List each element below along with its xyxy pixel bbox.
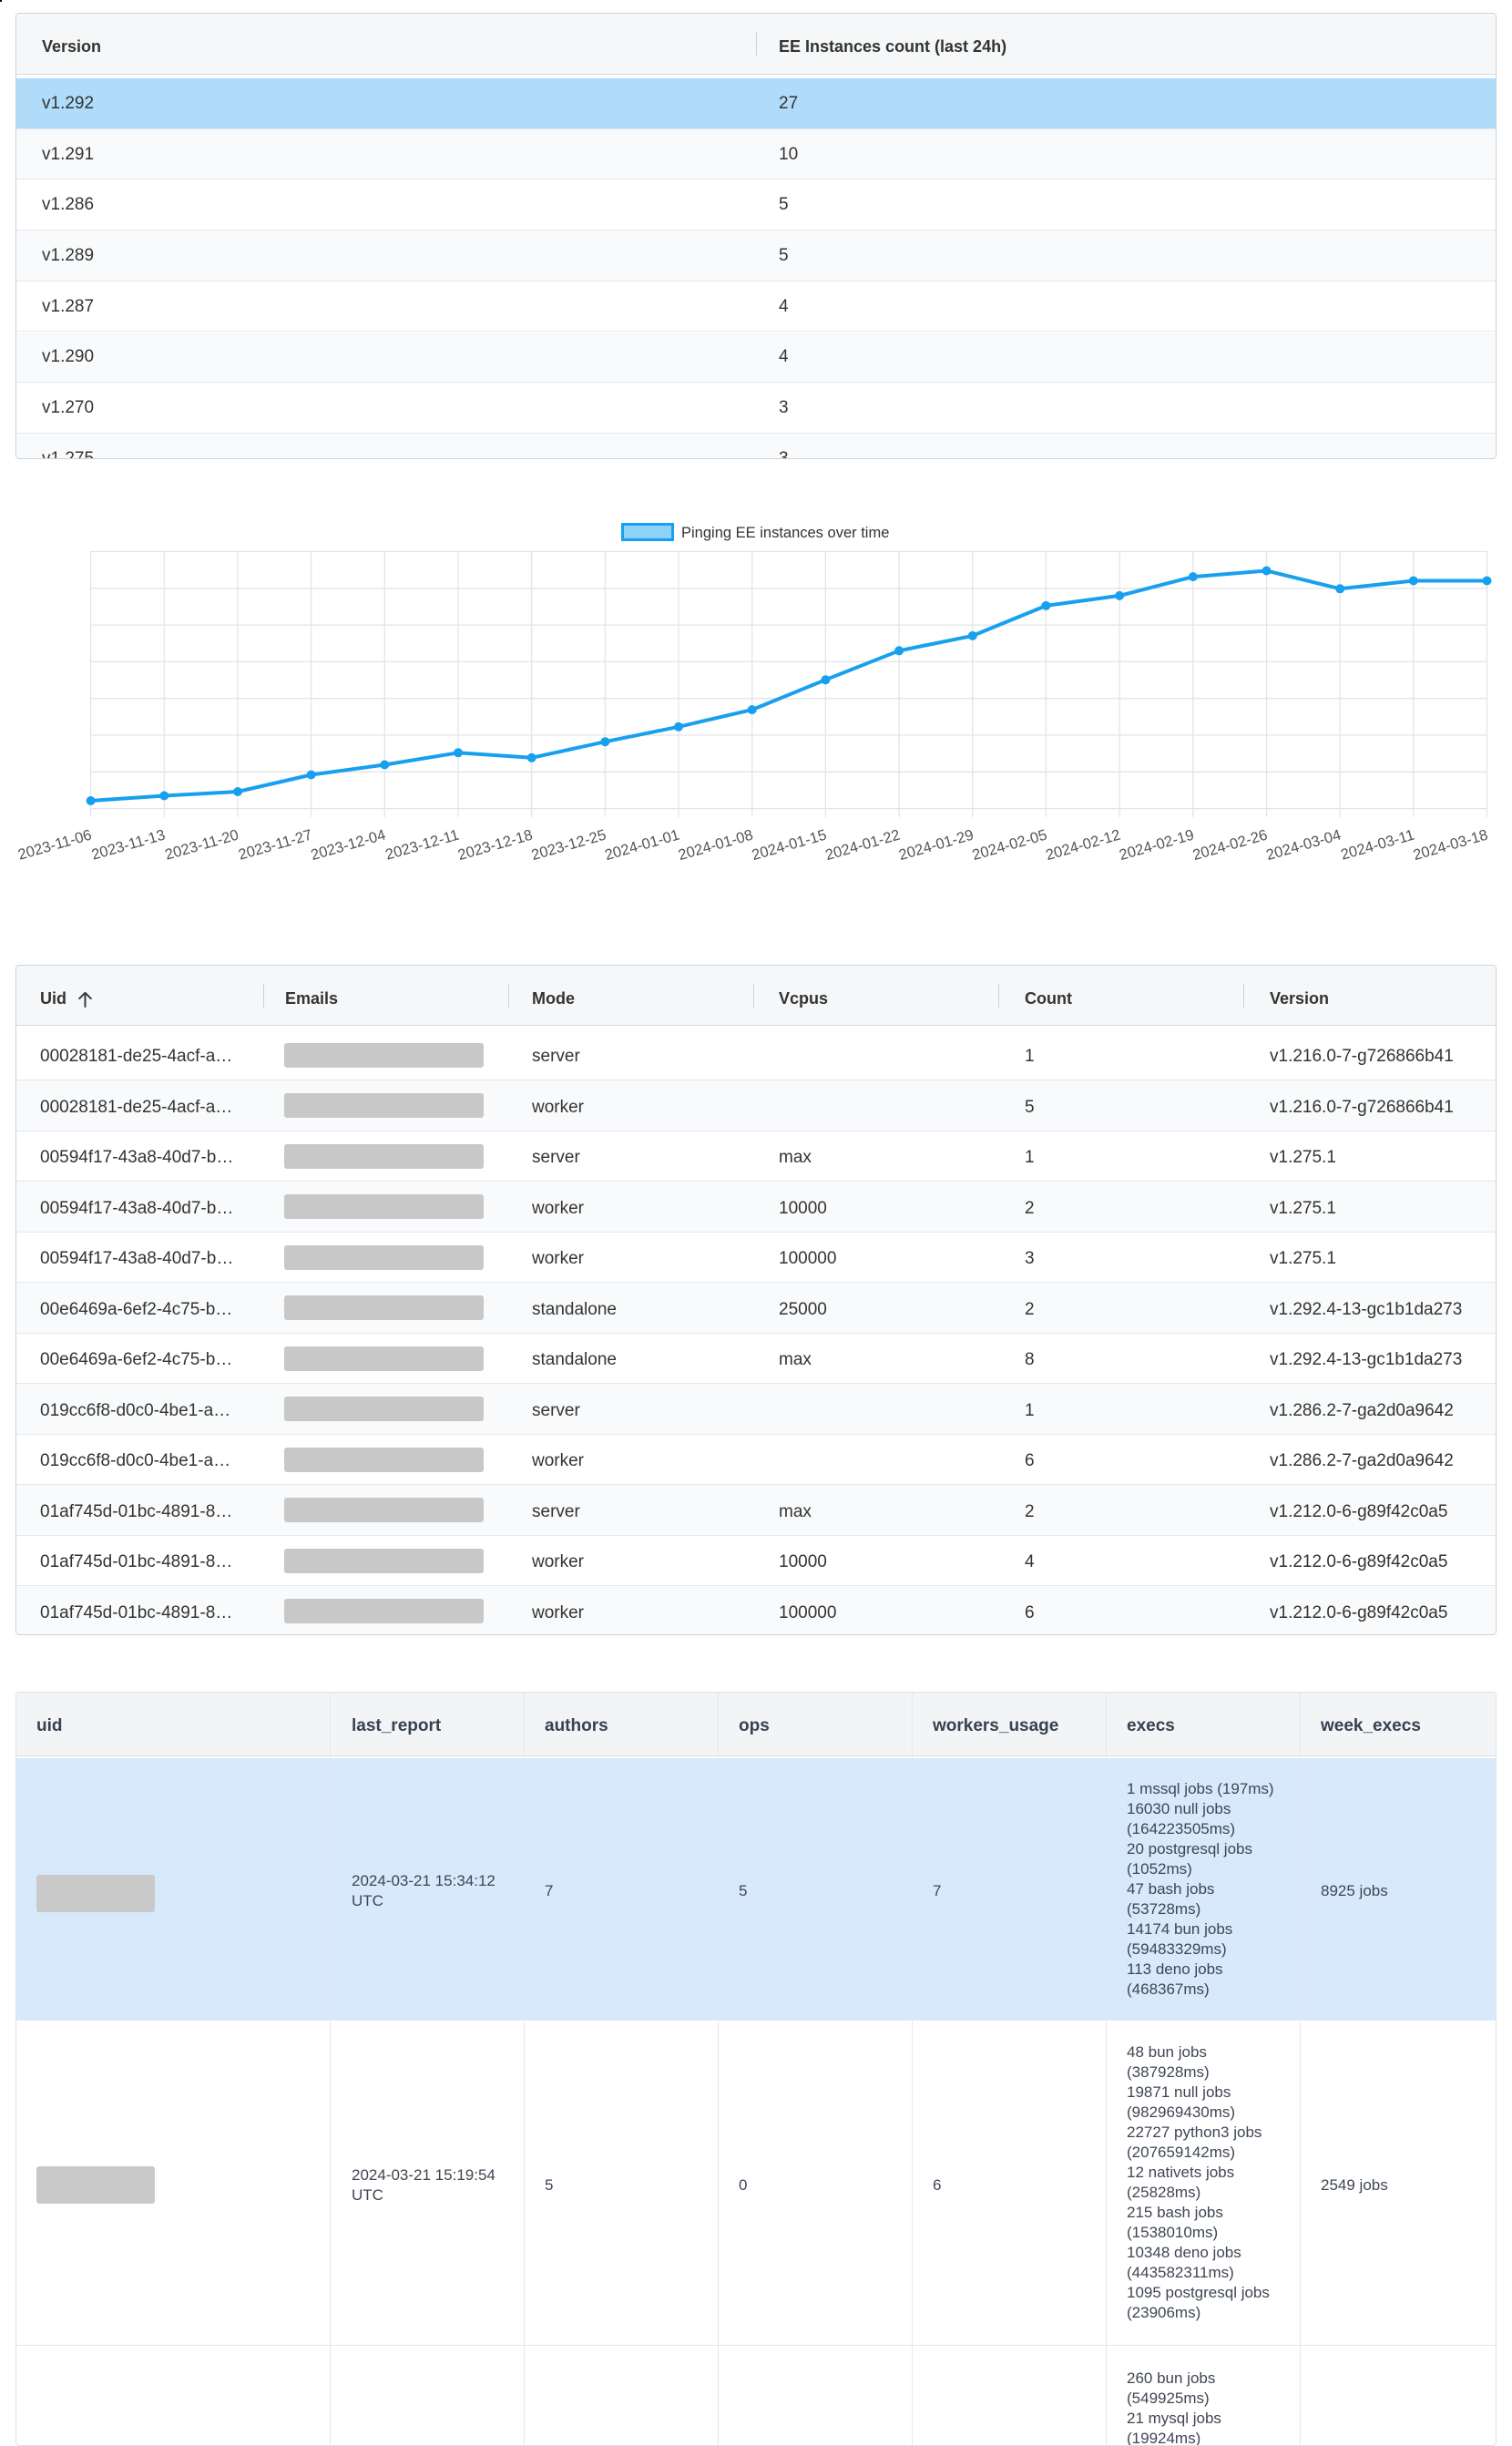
svg-text:2024-01-15: 2024-01-15 <box>750 827 828 865</box>
svg-text:2023-11-27: 2023-11-27 <box>237 827 314 864</box>
svg-text:2024-01-01: 2024-01-01 <box>603 827 681 865</box>
svg-text:2023-12-11: 2023-12-11 <box>383 827 461 864</box>
svg-text:2024-01-29: 2024-01-29 <box>897 827 976 865</box>
svg-text:2023-12-18: 2023-12-18 <box>456 827 535 865</box>
svg-text:2023-11-20: 2023-11-20 <box>163 827 240 864</box>
svg-text:2024-01-22: 2024-01-22 <box>823 827 902 865</box>
svg-text:2024-02-26: 2024-02-26 <box>1191 827 1270 865</box>
svg-text:2024-01-08: 2024-01-08 <box>677 827 755 865</box>
svg-text:2024-02-19: 2024-02-19 <box>1118 827 1196 865</box>
svg-text:2024-02-12: 2024-02-12 <box>1044 827 1122 865</box>
svg-text:2024-03-04: 2024-03-04 <box>1264 827 1343 865</box>
svg-text:2024-03-11: 2024-03-11 <box>1339 827 1416 864</box>
svg-text:2023-11-13: 2023-11-13 <box>89 827 167 864</box>
svg-text:Pinging EE instances over time: Pinging EE instances over time <box>681 525 889 541</box>
svg-text:2024-02-05: 2024-02-05 <box>970 827 1048 865</box>
svg-text:2023-11-06: 2023-11-06 <box>16 827 94 864</box>
svg-text:2023-12-04: 2023-12-04 <box>309 827 387 865</box>
svg-text:2024-03-18: 2024-03-18 <box>1412 827 1490 865</box>
svg-text:2023-12-25: 2023-12-25 <box>529 827 608 865</box>
